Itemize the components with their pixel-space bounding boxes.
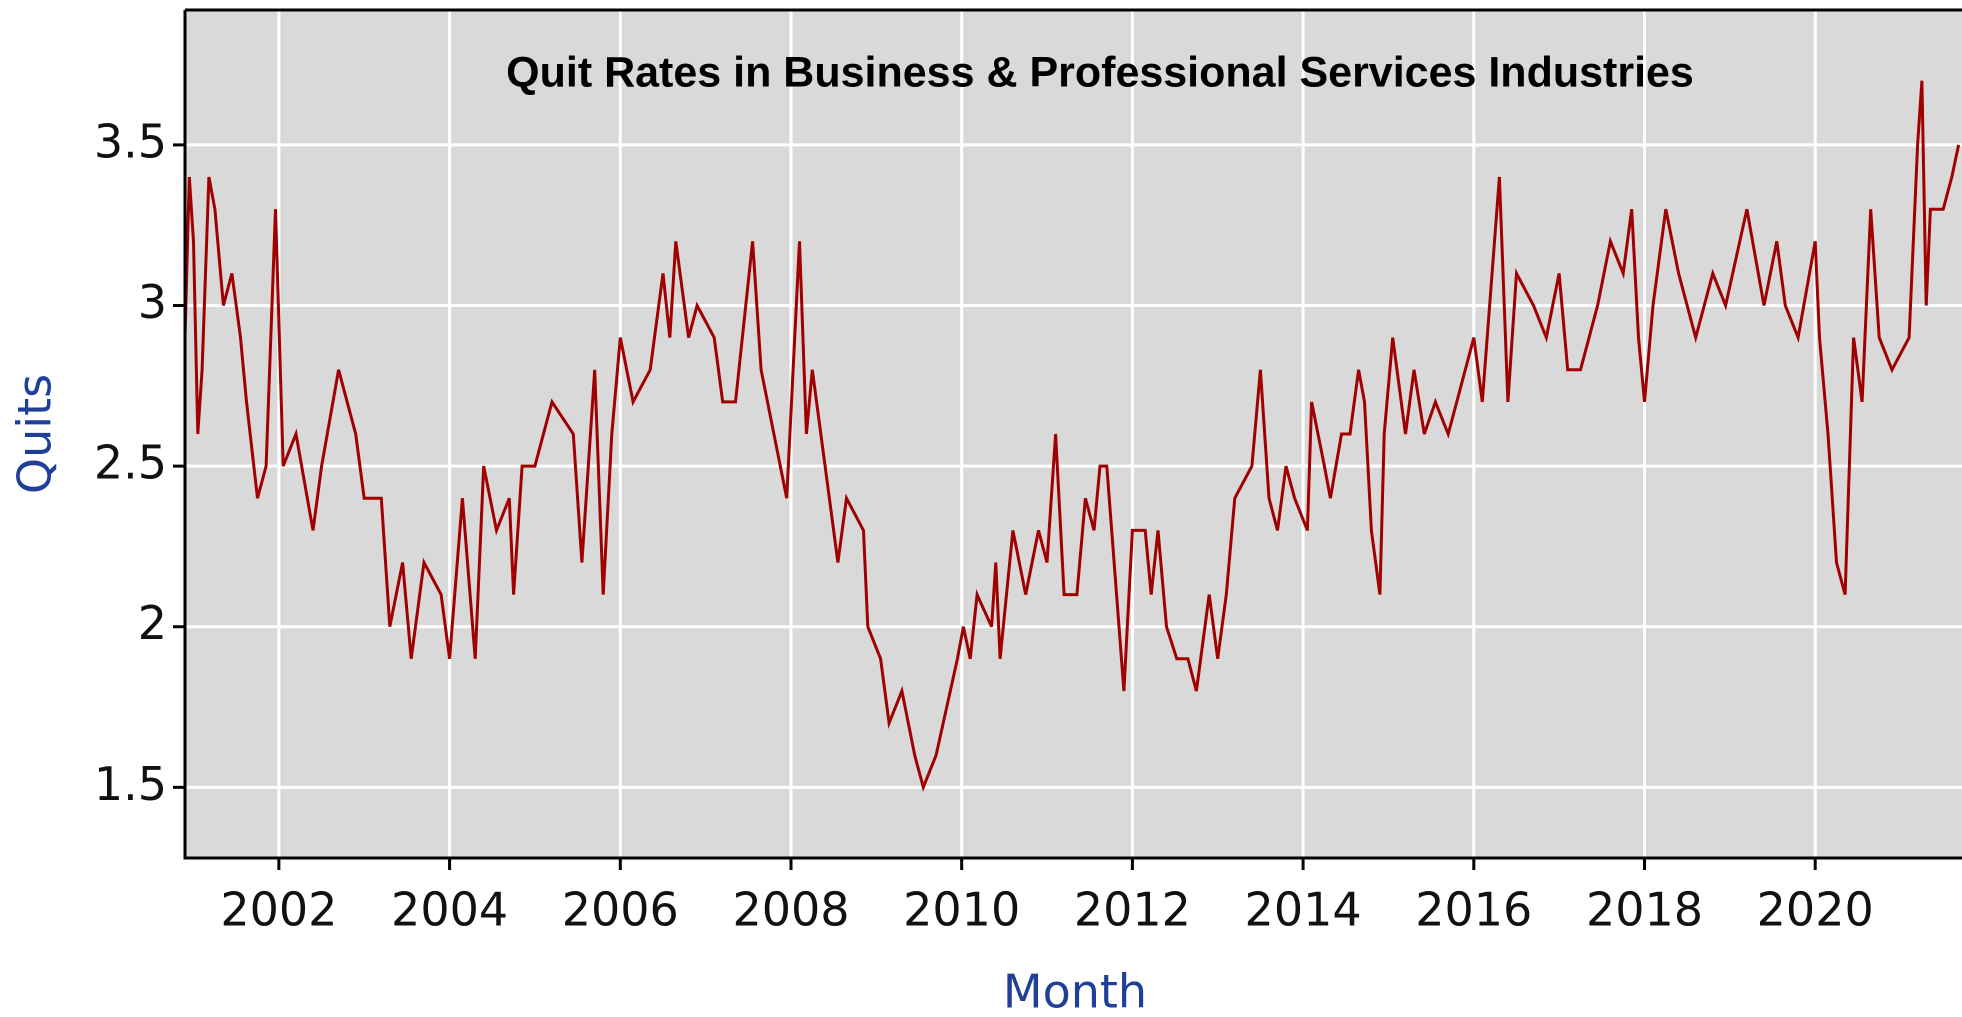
- x-tick-label: 2014: [1245, 883, 1362, 937]
- y-tick-label: 2: [138, 596, 167, 650]
- x-tick-label: 2002: [220, 883, 337, 937]
- x-tick-label: 2016: [1415, 883, 1532, 937]
- y-tick-label: 1.5: [94, 757, 167, 811]
- axis-frame: [183, 8, 1962, 860]
- y-tick-label: 3: [138, 275, 167, 329]
- y-tick-label: 3.5: [94, 114, 167, 168]
- chart-title: Quit Rates in Business & Professional Se…: [506, 48, 1694, 96]
- x-tick-label: 2018: [1586, 883, 1703, 937]
- x-tick-label: 2010: [903, 883, 1020, 937]
- x-tick-label: 2006: [562, 883, 679, 937]
- y-axis-label: Quits: [8, 374, 62, 494]
- plot-area: [185, 10, 1962, 858]
- x-axis-label: Month: [1003, 965, 1147, 1017]
- x-tick-label: 2008: [732, 883, 849, 937]
- x-tick-label: 2012: [1074, 883, 1191, 937]
- x-tick-label: 2004: [391, 883, 508, 937]
- x-tick-label: 2020: [1757, 883, 1874, 937]
- line-series: [183, 80, 1961, 793]
- y-tick-label: 2.5: [94, 436, 167, 490]
